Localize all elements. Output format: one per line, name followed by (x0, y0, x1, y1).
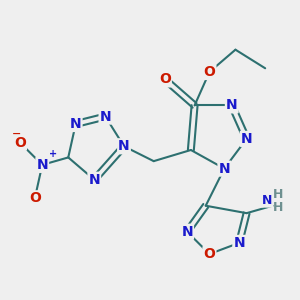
Text: N: N (262, 194, 272, 207)
Text: N: N (233, 236, 245, 250)
Text: N: N (181, 225, 193, 239)
Text: +: + (49, 149, 57, 159)
Text: O: O (203, 247, 215, 261)
Text: H: H (273, 201, 284, 214)
Text: N: N (36, 158, 48, 172)
Text: N: N (70, 117, 82, 131)
Text: N: N (118, 139, 130, 153)
Text: −: − (12, 129, 21, 139)
Text: N: N (218, 162, 230, 176)
Text: O: O (14, 136, 26, 150)
Text: N: N (241, 132, 252, 146)
Text: H: H (273, 188, 284, 201)
Text: O: O (29, 191, 41, 205)
Text: O: O (203, 65, 215, 79)
Text: N: N (88, 173, 100, 187)
Text: O: O (159, 72, 171, 86)
Text: N: N (226, 98, 238, 112)
Text: N: N (100, 110, 111, 124)
